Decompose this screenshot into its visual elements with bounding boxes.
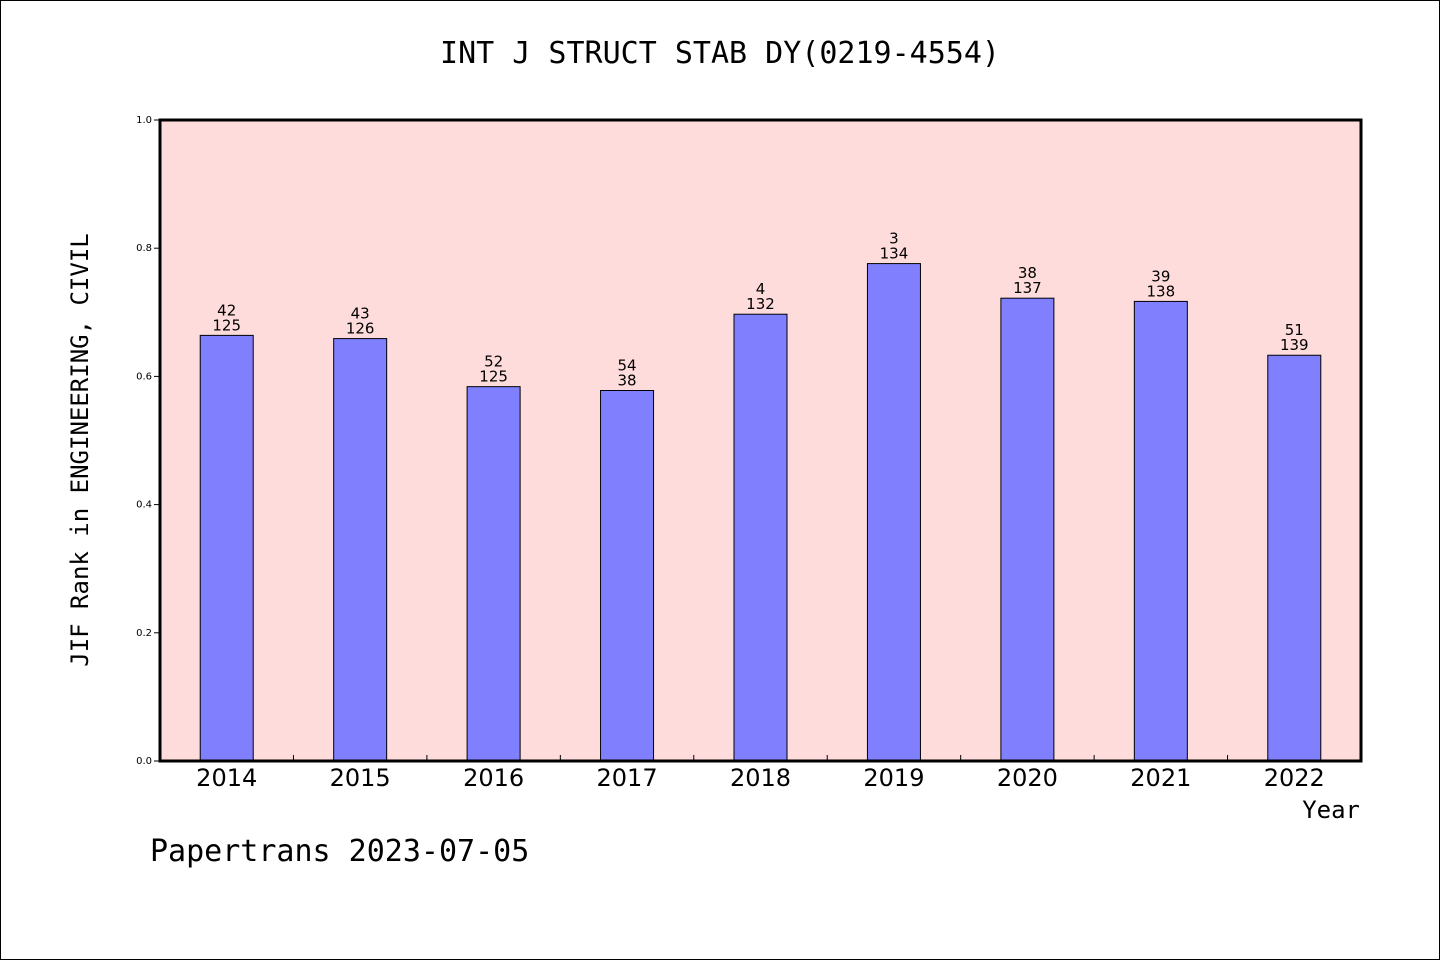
bar-label-top: 52 <box>484 353 503 371</box>
bar-label-top: 54 <box>618 357 637 375</box>
bar-2016 <box>466 386 521 762</box>
bar-label-bottom: 137 <box>1013 279 1042 297</box>
x-tick-label: 2018 <box>730 764 791 792</box>
bar-label-top: 38 <box>1018 264 1037 282</box>
bar-label-bottom: 139 <box>1280 336 1309 354</box>
bar-label-top: 43 <box>351 305 370 323</box>
y-tick-label: 1.0 <box>136 115 152 126</box>
bar-label-top: 39 <box>1151 267 1170 285</box>
bar-label-bottom: 134 <box>880 245 909 263</box>
bar-label-top: 42 <box>217 301 236 319</box>
bar-label-bottom: 138 <box>1147 282 1176 300</box>
bar-label-top: 3 <box>889 230 899 248</box>
bar-2022 <box>1267 354 1322 762</box>
bar-label-bottom: 126 <box>346 320 375 338</box>
y-tick-label: 0.0 <box>136 756 152 767</box>
x-tick-label: 2017 <box>597 764 658 792</box>
bar-2018 <box>733 313 788 762</box>
x-tick-label: 2021 <box>1130 764 1191 792</box>
x-tick-label: 2022 <box>1264 764 1325 792</box>
bar-2014 <box>199 334 254 762</box>
bar-label-top: 4 <box>756 280 766 298</box>
bar-label-bottom: 132 <box>746 295 775 313</box>
bars-group: 4212543126521255438413231343813739138511… <box>199 230 1322 762</box>
x-tick-label: 2015 <box>330 764 391 792</box>
footer-note: Papertrans 2023-07-05 <box>150 834 530 869</box>
x-axis-label: Year <box>1302 796 1360 824</box>
plot-border <box>158 118 1363 763</box>
bar-label-top: 51 <box>1285 321 1304 339</box>
x-axis: 2014 2015 2016 2017 2018 2019 2020 2021 2022 <box>196 755 1325 792</box>
y-tick-label: 0.2 <box>136 628 152 639</box>
bar-2019 <box>866 263 921 762</box>
y-axis: 0.0 0.2 0.4 0.6 0.8 1.0 <box>136 115 160 767</box>
bar-label-bottom: 125 <box>212 316 241 334</box>
bar-2021 <box>1133 300 1188 762</box>
x-tick-label: 2014 <box>196 764 257 792</box>
y-tick-label: 0.8 <box>136 243 152 254</box>
bar-label-bottom: 38 <box>618 372 637 390</box>
bar-2017 <box>600 390 655 762</box>
bar-2015 <box>333 338 388 762</box>
bar-label-bottom: 125 <box>479 368 508 386</box>
x-tick-label: 2019 <box>863 764 924 792</box>
y-tick-label: 0.4 <box>136 500 152 511</box>
chart-title: INT J STRUCT STAB DY(0219-4554) <box>440 36 1000 71</box>
x-tick-label: 2020 <box>997 764 1058 792</box>
x-tick-label: 2016 <box>463 764 524 792</box>
bar-2020 <box>1000 297 1055 762</box>
y-tick-label: 0.6 <box>136 371 152 382</box>
